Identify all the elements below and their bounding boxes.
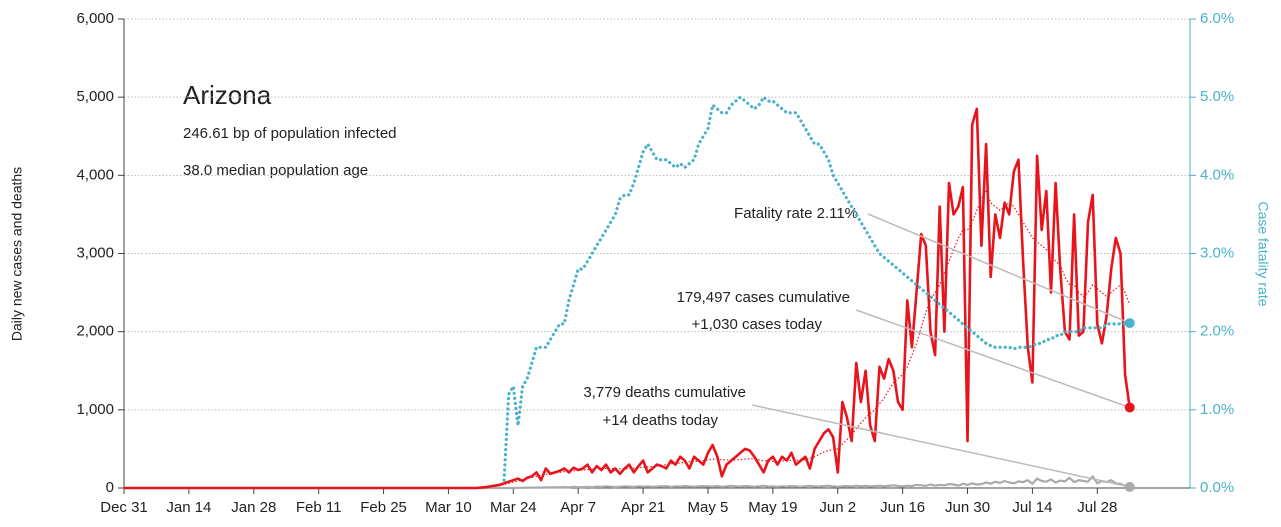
x-tick-label: Jun 30 xyxy=(945,499,990,516)
y-axis-label: Daily new cases and deaths xyxy=(9,167,25,341)
series-line xyxy=(502,95,1132,482)
y2-tick-label: 4.0% xyxy=(1200,166,1234,183)
annotation: +1,030 cases today xyxy=(691,316,822,333)
y-tick-label: 0 xyxy=(106,479,114,496)
y-tick-label: 4,000 xyxy=(76,166,114,183)
series-line xyxy=(124,107,1131,490)
leader-line xyxy=(867,213,1131,324)
y2-tick-label: 6.0% xyxy=(1200,10,1234,27)
y-tick-label: 6,000 xyxy=(76,10,114,27)
y-tick-label: 1,000 xyxy=(76,401,114,418)
x-tick-label: Dec 31 xyxy=(100,499,148,516)
x-tick-label: Apr 21 xyxy=(621,499,665,516)
y2-tick-label: 2.0% xyxy=(1200,323,1234,340)
y2-tick-label: 5.0% xyxy=(1200,88,1234,105)
x-tick-label: Feb 25 xyxy=(360,499,407,516)
series-line xyxy=(494,190,1131,487)
y2-tick-label: 3.0% xyxy=(1200,244,1234,261)
y-tick-label: 5,000 xyxy=(76,88,114,105)
end-marker xyxy=(1124,318,1135,329)
x-tick-label: Jan 28 xyxy=(231,499,276,516)
y2-tick-label: 0.0% xyxy=(1200,479,1234,496)
x-tick-label: May 19 xyxy=(748,499,797,516)
leader-line xyxy=(855,309,1130,409)
x-tick-label: May 5 xyxy=(688,499,729,516)
series-line xyxy=(124,475,1130,490)
leader-line xyxy=(751,404,1130,488)
x-tick-label: Feb 11 xyxy=(296,499,342,516)
x-tick-label: Mar 24 xyxy=(490,499,537,516)
x-tick-label: Jan 14 xyxy=(166,499,211,516)
y2-tick-label: 1.0% xyxy=(1200,401,1234,418)
annotation: 179,497 cases cumulative xyxy=(677,289,850,306)
y2-axis-label: Case fatality rate xyxy=(1255,201,1271,306)
x-tick-label: Jul 14 xyxy=(1012,499,1052,516)
annotation: +14 deaths today xyxy=(602,412,718,429)
annotation: 3,779 deaths cumulative xyxy=(583,384,746,401)
chart-title: Arizona xyxy=(183,80,272,110)
x-tick-label: Jun 2 xyxy=(819,499,856,516)
y-tick-label: 2,000 xyxy=(76,323,114,340)
x-tick-label: Jun 16 xyxy=(880,499,925,516)
x-tick-label: Jul 28 xyxy=(1077,499,1117,516)
x-tick-label: Apr 7 xyxy=(560,499,596,516)
subtitle: 38.0 median population age xyxy=(183,162,368,179)
annotation: Fatality rate 2.11% xyxy=(734,205,858,222)
x-tick-label: Mar 10 xyxy=(425,499,472,516)
end-marker xyxy=(1124,481,1135,492)
y-tick-label: 3,000 xyxy=(76,244,114,261)
subtitle: 246.61 bp of population infected xyxy=(183,125,397,142)
end-marker xyxy=(1124,402,1135,413)
